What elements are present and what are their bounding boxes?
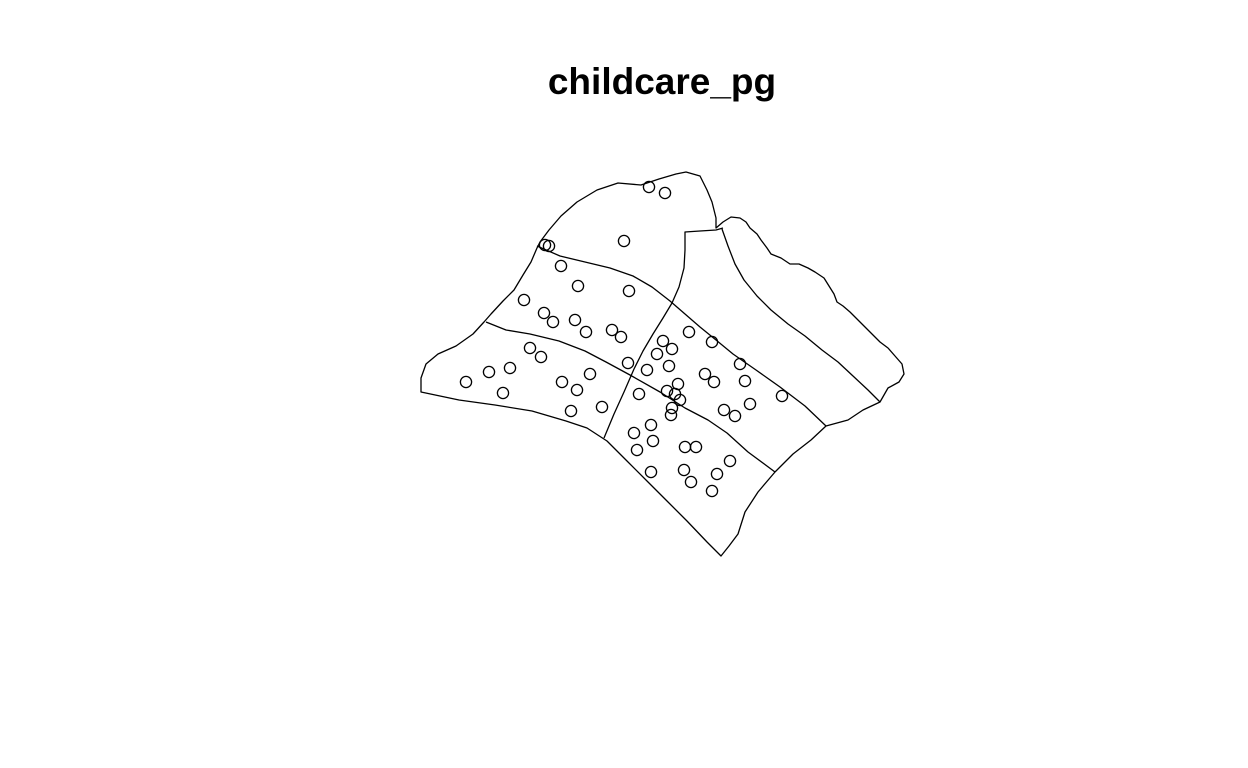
division-north-upper [536,245,827,427]
childcare-point [579,325,593,339]
childcare-point [658,186,672,200]
childcare-point [677,463,691,477]
childcare-point [723,454,737,468]
childcare-point [673,393,687,407]
childcare-point [682,325,696,339]
childcare-point [644,418,658,432]
childcare-point [621,356,635,370]
childcare-point [595,400,609,414]
childcare-point [678,440,692,454]
childcare-point [614,330,628,344]
childcare-point [775,389,789,403]
childcare-point [537,306,551,320]
childcare-point [617,234,631,248]
childcare-point [646,434,660,448]
childcare-point [523,341,537,355]
childcare-point [632,387,646,401]
childcare-point [698,367,712,381]
childcare-point [689,440,703,454]
childcare-point [630,443,644,457]
childcare-point [738,374,752,388]
division-west-lower [485,321,776,473]
childcare-point [710,467,724,481]
childcare-point [570,383,584,397]
childcare-point [733,357,747,371]
childcare-point [705,484,719,498]
childcare-point [534,350,548,364]
childcare-point [664,408,678,422]
plot-title: childcare_pg [548,61,776,102]
childcare-point [564,404,578,418]
childcare-point [546,315,560,329]
map-boundaries [420,171,905,557]
childcare-point [662,359,676,373]
childcare-point [717,403,731,417]
childcare-point [656,334,670,348]
childcare-point [622,284,636,298]
childcare-point [605,323,619,337]
childcare-point [650,347,664,361]
childcare-point [542,239,556,253]
childcare-point [707,375,721,389]
childcare-point [627,426,641,440]
childcare-point [660,384,674,398]
childcare-point [640,363,654,377]
childcare-point [583,367,597,381]
childcare-point [644,465,658,479]
childcare-point [482,365,496,379]
childcare-points [459,180,789,498]
childcare-point [554,259,568,273]
childcare-point [571,279,585,293]
childcare-point [568,313,582,327]
childcare-point [743,397,757,411]
outer-boundary [420,171,905,557]
childcare-point [503,361,517,375]
childcare-point [684,475,698,489]
childcare-point [705,335,719,349]
division-east-coastal [721,228,881,403]
childcare-point [459,375,473,389]
childcare-point [728,409,742,423]
childcare-point [665,342,679,356]
childcare-point [642,180,656,194]
division-central-diagonal [603,227,724,439]
childcare-point [555,375,569,389]
childcare-point [517,293,531,307]
childcare-point [665,401,679,415]
childcare-point [496,386,510,400]
